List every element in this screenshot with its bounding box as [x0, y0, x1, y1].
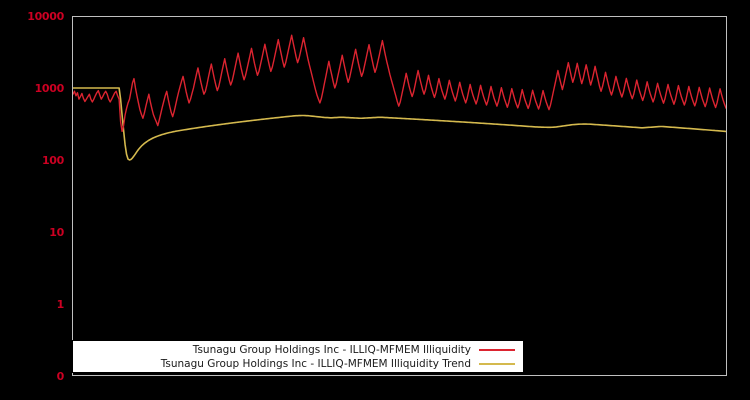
plot-area	[72, 16, 727, 376]
legend-swatch-illiquidity	[479, 348, 515, 351]
series-plot	[73, 34, 726, 161]
y-tick-label-100: 100	[41, 154, 64, 167]
y-tick-label-10: 10	[49, 226, 64, 239]
legend-entry-illiquidity: Tsunagu Group Holdings Inc - ILLIQ-MFMEM…	[73, 343, 519, 357]
legend: Tsunagu Group Holdings Inc - ILLIQ-MFMEM…	[72, 340, 524, 373]
y-tick-label-1: 1	[56, 298, 65, 311]
trend-line	[73, 87, 726, 161]
y-axis: 10000 1000 100 10 1 0	[0, 0, 64, 400]
y-tick-label-10000: 10000	[27, 10, 64, 23]
legend-swatch-illiquidity-trend	[479, 362, 515, 365]
legend-entry-illiquidity-trend: Tsunagu Group Holdings Inc - ILLIQ-MFMEM…	[73, 357, 519, 371]
y-tick-label-1000: 1000	[34, 82, 65, 95]
y-tick-label-0: 0	[56, 370, 65, 383]
illiquidity-line	[73, 34, 726, 133]
legend-label-illiquidity-trend: Tsunagu Group Holdings Inc - ILLIQ-MFMEM…	[160, 357, 471, 370]
legend-label-illiquidity: Tsunagu Group Holdings Inc - ILLIQ-MFMEM…	[192, 343, 471, 356]
